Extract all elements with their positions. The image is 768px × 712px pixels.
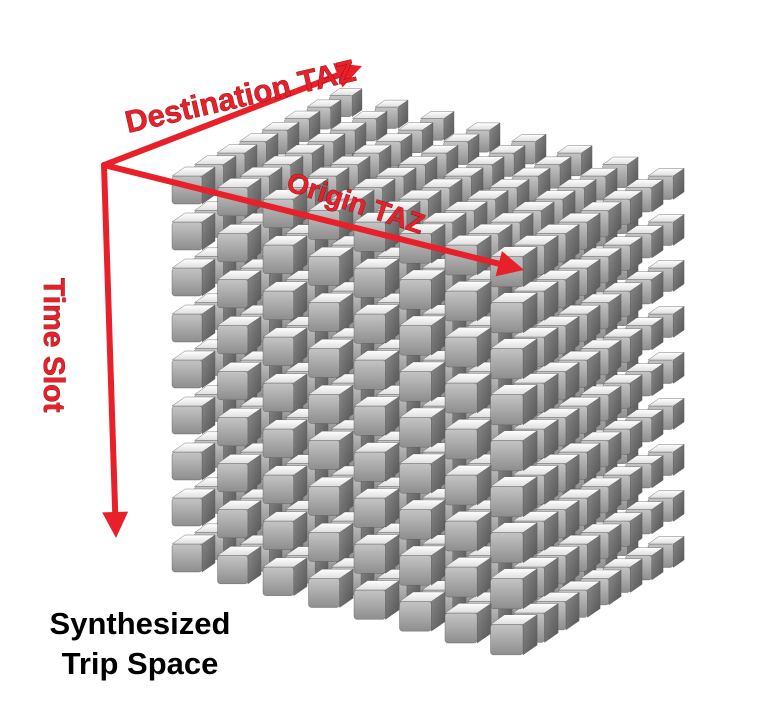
cube <box>262 465 308 505</box>
cube <box>216 316 262 355</box>
time-axis-arrow <box>101 162 129 538</box>
cube <box>216 270 262 309</box>
caption-line-1: Synthesized <box>49 606 231 641</box>
cube <box>262 327 308 367</box>
destination-axis-arrow <box>101 63 362 168</box>
cube <box>444 464 492 506</box>
cube <box>353 442 400 482</box>
cube <box>307 430 354 470</box>
cube <box>171 488 216 527</box>
cube <box>398 499 446 540</box>
cube <box>489 522 538 564</box>
cube <box>353 304 400 344</box>
cube <box>216 408 262 447</box>
origin-axis-arrow <box>101 162 524 277</box>
cube <box>262 281 308 321</box>
cube <box>216 500 262 539</box>
cube <box>307 384 354 424</box>
time-axis-label: Time Slot <box>37 278 70 412</box>
cube <box>306 99 342 130</box>
cube <box>489 292 538 334</box>
cube <box>489 338 538 380</box>
cube <box>262 511 308 551</box>
cube <box>444 372 492 414</box>
cube <box>307 246 354 286</box>
cube <box>171 442 216 481</box>
cube <box>398 453 446 494</box>
cube <box>602 466 643 501</box>
cube <box>444 418 492 460</box>
cube <box>216 224 262 263</box>
cube <box>398 361 446 402</box>
cube <box>353 488 400 528</box>
cube <box>489 476 538 518</box>
cube <box>262 235 308 275</box>
cube <box>262 557 308 597</box>
axis-arrows <box>101 63 524 538</box>
diagram-caption: Synthesized Trip Space <box>0 604 280 684</box>
cube <box>216 362 262 401</box>
caption-line-2: Trip Space <box>61 646 219 681</box>
cube <box>398 591 446 632</box>
cube <box>444 280 492 322</box>
cube <box>171 534 216 573</box>
cube <box>262 419 308 459</box>
cube <box>171 212 216 251</box>
cube <box>489 384 538 426</box>
cube <box>353 534 400 574</box>
cube <box>307 338 354 378</box>
cube <box>307 568 354 608</box>
cube <box>353 396 400 436</box>
cube <box>444 602 492 644</box>
cube <box>398 407 446 448</box>
cube <box>444 326 492 368</box>
cube <box>307 476 354 516</box>
cube <box>353 258 400 298</box>
cube <box>398 545 446 586</box>
cube <box>262 373 308 413</box>
cube <box>171 396 216 435</box>
cube <box>444 556 492 598</box>
cube <box>489 568 538 610</box>
cube <box>489 430 538 472</box>
cube-grid <box>171 88 685 656</box>
cube <box>307 522 354 562</box>
cube <box>171 304 216 343</box>
cube <box>398 269 446 310</box>
cube <box>489 614 538 656</box>
cube <box>353 580 400 620</box>
cube <box>216 454 262 493</box>
cube <box>171 258 216 297</box>
cube <box>216 546 262 585</box>
cube <box>307 292 354 332</box>
cube <box>444 510 492 552</box>
cube <box>398 315 446 356</box>
cube <box>171 350 216 389</box>
cube <box>353 350 400 390</box>
